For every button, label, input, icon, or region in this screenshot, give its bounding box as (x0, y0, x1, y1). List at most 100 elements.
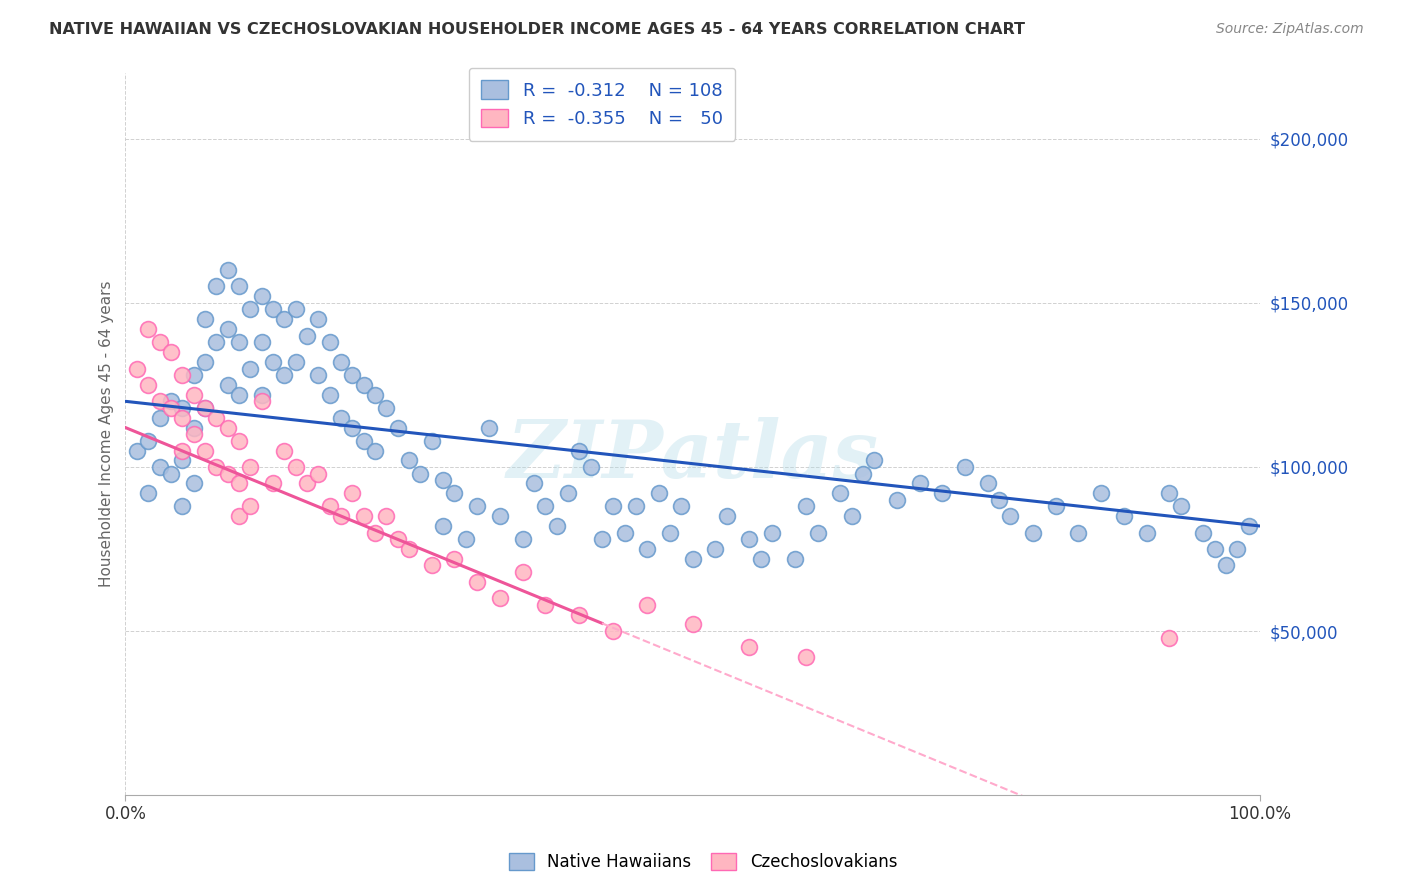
Point (1090, 486, 1112, 500)
Point (342, 486, 364, 500)
Point (591, 532, 613, 546)
Point (794, 500, 817, 514)
Point (262, 476, 284, 491)
Point (761, 525, 783, 540)
Point (284, 302, 307, 317)
Point (841, 509, 863, 524)
Point (318, 335, 340, 350)
Point (136, 486, 159, 500)
Point (477, 420, 499, 434)
Point (194, 312, 217, 326)
Point (228, 434, 250, 448)
Point (160, 467, 183, 481)
Text: NATIVE HAWAIIAN VS CZECHOSLOVAKIAN HOUSEHOLDER INCOME AGES 45 - 64 YEARS CORRELA: NATIVE HAWAIIAN VS CZECHOSLOVAKIAN HOUSE… (49, 22, 1025, 37)
Y-axis label: Householder Income Ages 45 - 64 years: Householder Income Ages 45 - 64 years (100, 281, 114, 588)
Point (489, 591, 512, 606)
Point (217, 378, 239, 392)
Text: ZIPatlas: ZIPatlas (506, 417, 879, 494)
Point (262, 355, 284, 369)
Legend: Native Hawaiians, Czechoslovakians: Native Hawaiians, Czechoslovakians (501, 845, 905, 880)
Point (194, 355, 217, 369)
Point (307, 368, 329, 383)
Point (353, 378, 375, 392)
Point (239, 302, 262, 317)
Point (160, 401, 183, 415)
Point (1135, 525, 1157, 540)
Point (602, 500, 624, 514)
Point (239, 361, 262, 376)
Point (183, 420, 205, 434)
Point (886, 492, 908, 507)
Point (250, 394, 273, 409)
Point (228, 509, 250, 524)
Point (217, 467, 239, 481)
Point (454, 532, 477, 546)
Point (239, 459, 262, 474)
Point (194, 401, 217, 415)
Point (330, 509, 353, 524)
Point (125, 443, 148, 458)
Point (318, 388, 340, 402)
Point (273, 312, 295, 326)
Point (342, 420, 364, 434)
Legend: R =  -0.312    N = 108, R =  -0.355    N =   50: R = -0.312 N = 108, R = -0.355 N = 50 (468, 68, 735, 141)
Point (205, 335, 228, 350)
Point (318, 500, 340, 514)
Point (183, 427, 205, 442)
Point (228, 476, 250, 491)
Point (172, 368, 194, 383)
Point (183, 368, 205, 383)
Point (239, 500, 262, 514)
Point (364, 388, 387, 402)
Point (172, 500, 194, 514)
Point (534, 500, 557, 514)
Point (432, 519, 454, 533)
Point (783, 551, 806, 566)
Point (273, 368, 295, 383)
Point (738, 640, 761, 655)
Point (523, 476, 546, 491)
Point (172, 453, 194, 467)
Point (1045, 500, 1067, 514)
Point (1192, 525, 1215, 540)
Point (852, 467, 875, 481)
Point (160, 345, 183, 359)
Point (557, 486, 579, 500)
Point (1215, 558, 1237, 573)
Point (636, 598, 658, 612)
Point (183, 476, 205, 491)
Point (738, 532, 761, 546)
Point (148, 459, 170, 474)
Point (205, 459, 228, 474)
Point (353, 509, 375, 524)
Point (568, 607, 591, 622)
Point (307, 467, 329, 481)
Point (512, 565, 534, 579)
Point (148, 394, 170, 409)
Point (534, 598, 557, 612)
Point (228, 279, 250, 293)
Point (749, 551, 772, 566)
Point (217, 322, 239, 336)
Point (1000, 509, 1022, 524)
Point (602, 624, 624, 638)
Point (420, 558, 443, 573)
Point (205, 410, 228, 425)
Point (125, 361, 148, 376)
Point (863, 453, 886, 467)
Point (148, 410, 170, 425)
Point (172, 410, 194, 425)
Point (443, 551, 465, 566)
Point (295, 328, 318, 343)
Point (1159, 631, 1181, 645)
Point (217, 263, 239, 277)
Point (172, 443, 194, 458)
Point (262, 302, 284, 317)
Point (172, 401, 194, 415)
Point (375, 401, 398, 415)
Point (489, 509, 512, 524)
Point (284, 355, 307, 369)
Point (579, 459, 602, 474)
Point (830, 486, 852, 500)
Point (1112, 509, 1135, 524)
